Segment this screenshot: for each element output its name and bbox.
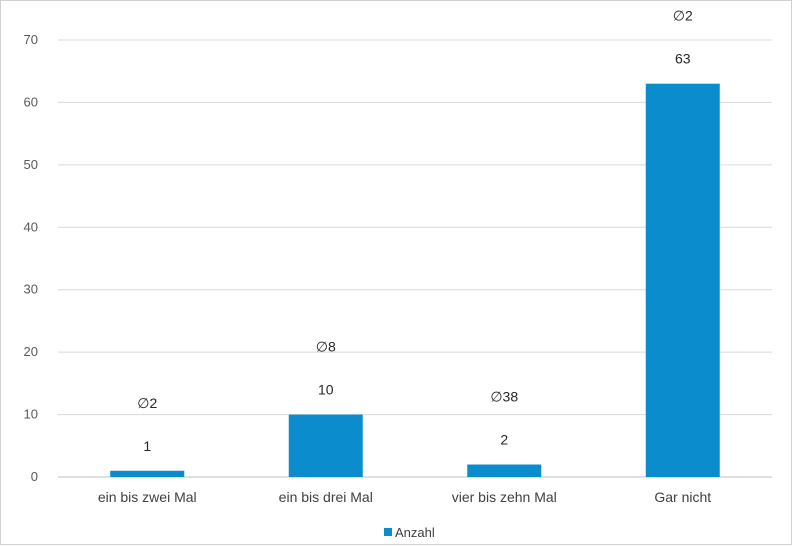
y-tick-label: 10	[24, 407, 38, 422]
data-label: 63	[675, 51, 691, 67]
y-tick-label: 40	[24, 219, 38, 234]
average-annotation: ∅2	[673, 8, 693, 24]
y-tick-label: 50	[24, 157, 38, 172]
data-label: 1	[143, 438, 151, 454]
y-tick-label: 30	[24, 282, 38, 297]
legend-swatch	[384, 528, 392, 536]
data-label: 2	[500, 432, 508, 448]
y-tick-label: 60	[24, 94, 38, 109]
bar	[110, 470, 185, 477]
bar	[467, 464, 542, 477]
y-tick-label: 0	[31, 469, 38, 484]
average-annotation: ∅8	[316, 339, 336, 355]
bars: 1 ∅2 10 ∅8 2 ∅38 63 ∅2	[110, 8, 720, 477]
legend-label: Anzahl	[395, 524, 435, 540]
average-annotation: ∅2	[137, 395, 157, 411]
x-axis-labels: ein bis zwei Mal ein bis drei Mal vier bis…	[98, 489, 711, 505]
x-tick-label: ein bis zwei Mal	[98, 489, 197, 505]
data-label: 10	[318, 382, 334, 398]
y-tick-label: 70	[24, 32, 38, 47]
bar	[645, 83, 720, 477]
bar	[288, 414, 363, 477]
average-annotation: ∅38	[490, 389, 518, 405]
legend: Anzahl	[384, 524, 435, 540]
y-axis-ticks: 0 10 20 30 40 50 60 70	[24, 32, 38, 484]
x-tick-label: Gar nicht	[654, 489, 711, 505]
y-tick-label: 20	[24, 344, 38, 359]
x-tick-label: vier bis zehn Mal	[452, 489, 557, 505]
x-tick-label: ein bis drei Mal	[279, 489, 373, 505]
